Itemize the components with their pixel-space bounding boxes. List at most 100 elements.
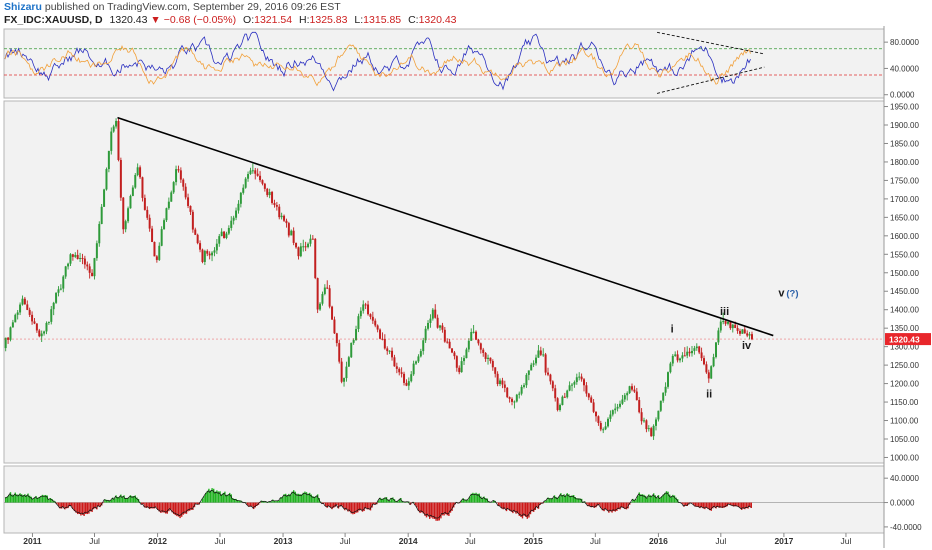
price-candle: [311, 235, 314, 240]
price-candle: [412, 360, 415, 376]
price-candle: [460, 357, 463, 373]
momentum-bar: [37, 497, 39, 503]
momentum-bar: [614, 502, 616, 512]
momentum-bar: [427, 502, 429, 517]
price-candle: [705, 361, 708, 374]
price-candle: [405, 379, 408, 387]
author-name[interactable]: Shizaru: [4, 1, 42, 13]
momentum-bar: [446, 502, 448, 516]
momentum-bar: [507, 502, 509, 510]
momentum-bar: [381, 498, 383, 503]
momentum-bar: [301, 494, 303, 503]
momentum-bar: [437, 502, 439, 521]
price-candle: [88, 263, 91, 279]
momentum-bar: [704, 502, 706, 510]
price-candle: [525, 373, 528, 388]
momentum-bar: [296, 493, 298, 503]
momentum-bar: [701, 502, 703, 508]
price-tick-label: 1850.00: [890, 139, 919, 148]
price-candle: [196, 233, 199, 245]
momentum-bar: [163, 502, 165, 513]
momentum-bar: [685, 502, 687, 506]
momentum-bar: [80, 502, 82, 516]
momentum-bar: [691, 502, 693, 504]
momentum-bar: [646, 497, 648, 503]
momentum-bar: [355, 502, 357, 513]
momentum-bar: [11, 494, 13, 503]
price-candle: [112, 124, 115, 133]
price-candle: [100, 203, 103, 225]
price-candle: [643, 417, 646, 423]
price-candle: [91, 269, 94, 277]
momentum-bar: [109, 500, 111, 503]
price-candle: [86, 261, 89, 271]
momentum-bar: [161, 502, 164, 513]
momentum-tick-label: 0.0000: [890, 499, 915, 508]
momentum-bar: [553, 495, 556, 503]
price-candle: [69, 253, 72, 266]
momentum-bar: [97, 502, 100, 507]
triangle-upper-line[interactable]: [656, 31, 765, 55]
price-tick-label: 1500.00: [890, 269, 919, 278]
momentum-bar: [681, 502, 684, 504]
momentum-bar: [293, 490, 295, 503]
momentum-bar: [112, 497, 114, 503]
momentum-bar: [78, 502, 80, 514]
triangle-lower-line[interactable]: [656, 66, 765, 94]
momentum-bar: [59, 502, 61, 509]
momentum-bar: [27, 493, 29, 503]
momentum-bar: [536, 502, 538, 508]
price-candle: [268, 188, 271, 199]
price-candle: [187, 193, 190, 209]
price-candle: [81, 253, 84, 265]
price-candle: [571, 383, 574, 392]
symbol-label[interactable]: FX_IDC:XAUUSD, D: [4, 14, 103, 26]
price-candle: [131, 185, 134, 197]
price-candle: [515, 393, 518, 403]
price-candle: [484, 352, 487, 362]
time-tick-label: 2011: [23, 536, 42, 546]
price-candle: [14, 313, 17, 323]
momentum-bar: [48, 498, 50, 503]
momentum-bar: [173, 502, 175, 514]
price-candle: [669, 361, 672, 374]
momentum-bar: [69, 502, 71, 507]
price-candle: [67, 262, 70, 270]
price-candle: [383, 334, 386, 350]
price-candle: [11, 319, 14, 328]
momentum-bar: [382, 498, 384, 503]
momentum-bar: [216, 490, 218, 503]
momentum-bar: [414, 502, 416, 506]
time-tick-label: 2016: [649, 536, 668, 546]
price-candle: [124, 219, 127, 233]
momentum-bar: [501, 502, 503, 509]
price-candle: [619, 400, 622, 409]
price-candle: [206, 249, 209, 257]
price-candle: [508, 396, 511, 403]
price-candle: [455, 355, 458, 372]
momentum-bar: [261, 500, 263, 503]
momentum-bar: [465, 499, 468, 503]
price-candle: [465, 347, 468, 359]
momentum-bar: [571, 495, 573, 503]
price-candle: [561, 395, 564, 406]
price-candle: [446, 338, 449, 344]
price-candle: [177, 165, 180, 173]
momentum-bar: [451, 502, 453, 511]
price-candle: [237, 200, 240, 214]
price-candle: [688, 347, 691, 357]
resistance-trendline[interactable]: [117, 116, 774, 337]
price-candle: [511, 397, 514, 406]
time-tick-label: Jul: [465, 536, 476, 546]
price-candle: [244, 177, 247, 189]
momentum-bar: [77, 502, 79, 515]
price-candle: [453, 350, 456, 360]
momentum-bar: [529, 502, 532, 515]
price-candle: [326, 280, 329, 290]
momentum-bar: [552, 498, 554, 503]
momentum-bar: [429, 502, 431, 519]
momentum-bar: [281, 497, 284, 503]
price-candle: [16, 310, 19, 320]
wave-label: i: [671, 324, 674, 336]
